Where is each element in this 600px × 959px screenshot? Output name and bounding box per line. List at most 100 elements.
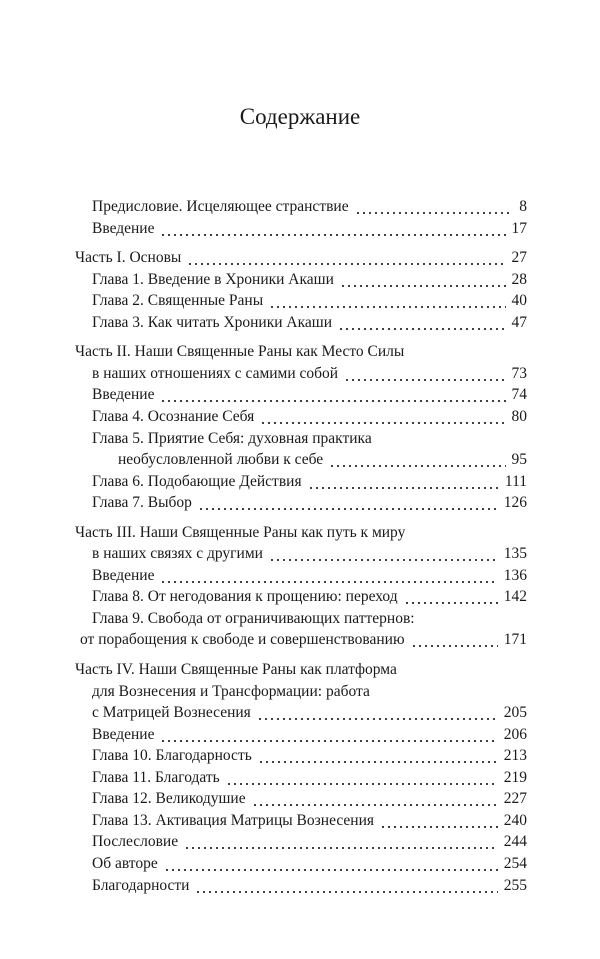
page-number: 244: [503, 833, 527, 851]
dot-leader: [338, 312, 506, 333]
toc-text: Введение: [92, 566, 155, 584]
toc-line: Часть IV. Наши Священные Раны как платфо…: [75, 660, 397, 680]
toc-title: Содержание: [239, 104, 361, 129]
dot-leader: [197, 493, 498, 514]
dot-leader: [160, 385, 506, 406]
toc-text: Предисловие. Исцеляющее странствие: [92, 198, 349, 215]
toc-line: в наших отношениях с самими собой 73: [92, 363, 528, 384]
page-number: 74: [511, 386, 528, 404]
dot-leader: [160, 565, 498, 586]
toc-line: Глава 2. Священные Раны 40: [92, 291, 528, 312]
page-number: 142: [503, 588, 527, 606]
dot-leader: [329, 450, 506, 471]
toc-line: Послесловие 244: [92, 832, 527, 853]
toc-text: Часть IV. Наши Священные Раны как платфо…: [75, 661, 397, 678]
toc-text: Часть II. Наши Священные Раны как Место …: [75, 343, 405, 361]
toc-line: Глава 1. Введение в Хроники Акаши 28: [92, 269, 528, 290]
dot-leader: [184, 832, 498, 853]
toc-text: Послесловие: [92, 833, 179, 851]
toc-text: Часть I. Основы: [75, 249, 182, 267]
page-number: 111: [504, 472, 527, 490]
page-number: 8: [519, 198, 527, 215]
toc-line: Глава 5. Приятие Себя: духовная практика: [92, 429, 372, 449]
toc-text: в наших отношениях с самими собой: [92, 364, 339, 382]
page-number: 40: [511, 292, 528, 310]
page-number: 254: [503, 854, 527, 872]
dot-leader: [403, 587, 498, 608]
dot-leader: [225, 767, 498, 788]
toc-line: Глава 6. Подобающие Действия 111: [92, 471, 527, 492]
toc-text: Глава 2. Священные Раны: [92, 292, 264, 310]
toc-line: Глава 7. Выбор 126: [92, 493, 527, 514]
toc-text: Глава 4. Осознание Себя: [92, 407, 255, 425]
page-number: 171: [503, 631, 527, 649]
page-number: 205: [503, 704, 527, 722]
toc-text: Глава 5. Приятие Себя: духовная практика: [92, 429, 372, 447]
toc-text: Глава 10. Благодарность: [92, 747, 252, 765]
toc-text: Глава 6. Подобающие Действия: [92, 472, 302, 490]
toc-text: Глава 1. Введение в Хроники Акаши: [92, 270, 334, 288]
toc-line: Предисловие. Исцеляющее странствие 8: [92, 197, 527, 217]
page-number: 73: [511, 364, 528, 382]
toc-line: Введение 17: [92, 218, 528, 239]
toc-line: Часть I. Основы 27: [75, 248, 528, 269]
page-number: 28: [511, 270, 528, 288]
page-number: 219: [503, 768, 527, 786]
toc-line: Введение 136: [92, 565, 527, 586]
toc-line: Глава 12. Великодушие 227: [92, 789, 527, 810]
page-number: 126: [503, 494, 527, 512]
toc-text: Введение: [92, 725, 155, 743]
toc-text: необусловленной любви к себе: [118, 451, 324, 469]
toc-line: Благодарности 255: [92, 875, 527, 896]
toc-text: с Матрицей Вознесения: [92, 704, 251, 722]
toc-text: Глава 12. Великодушие: [92, 790, 246, 808]
dot-leader: [307, 471, 499, 492]
toc-line: для Вознесения и Трансформации: работа: [92, 682, 370, 702]
dot-leader: [268, 544, 498, 565]
dot-leader: [251, 789, 498, 810]
toc-line: Глава 13. Активация Матрицы Вознесения 24…: [92, 810, 527, 831]
toc-line: от порабощения к свободе и совершенствов…: [80, 630, 527, 651]
page-number: 206: [503, 725, 527, 743]
dot-leader: [410, 630, 498, 651]
toc-text: от порабощения к свободе и совершенствов…: [80, 631, 405, 649]
toc-line: Глава 3. Как читать Хроники Акаши 47: [92, 312, 528, 333]
toc-text: Глава 13. Активация Матрицы Вознесения: [92, 811, 374, 829]
dot-leader: [380, 810, 498, 831]
dot-leader: [344, 363, 506, 384]
toc-line: Об авторе 254: [92, 853, 527, 874]
dot-leader: [160, 724, 498, 745]
page-number: 213: [503, 747, 527, 765]
page-number: 135: [503, 545, 527, 563]
toc-text: Глава 3. Как читать Хроники Акаши: [92, 313, 333, 331]
toc-text: Введение: [92, 386, 155, 404]
dot-leader: [256, 703, 498, 724]
toc-line: Глава 8. От негодования к прощению: пере…: [92, 587, 527, 608]
page-number: 80: [511, 407, 528, 425]
dot-leader: [269, 291, 506, 312]
page-number: 17: [511, 219, 528, 237]
toc-line: в наших связях с другими 135: [92, 544, 527, 565]
toc-text: Благодарности: [92, 876, 190, 894]
page-number: 227: [503, 790, 527, 808]
page-number: 47: [511, 313, 528, 331]
toc-line: Глава 4. Осознание Себя 80: [92, 406, 528, 427]
page-number: 255: [503, 876, 527, 894]
toc-text: Часть III. Наши Священные Раны как путь …: [75, 523, 406, 541]
toc-text: Глава 9. Свобода от ограничивающих патте…: [92, 609, 415, 627]
page-number: 27: [511, 249, 528, 267]
dot-leader: [163, 853, 498, 874]
toc-line: с Матрицей Вознесения 205: [92, 703, 527, 724]
toc-line: Глава 9. Свобода от ограничивающих патте…: [92, 609, 415, 629]
dot-leader: [187, 248, 506, 269]
page-number: 240: [503, 811, 527, 829]
dot-leader: [195, 875, 498, 896]
page-number: 95: [511, 451, 528, 469]
dot-leader: [160, 218, 506, 239]
toc-text: для Вознесения и Трансформации: работа: [92, 682, 370, 700]
toc-line: Введение 206: [92, 724, 527, 745]
toc-line: Глава 11. Благодать 219: [92, 767, 527, 788]
toc-line: Часть III. Наши Священные Раны как путь …: [75, 523, 405, 543]
toc-text: Глава 8. От негодования к прощению: пере…: [92, 588, 398, 606]
